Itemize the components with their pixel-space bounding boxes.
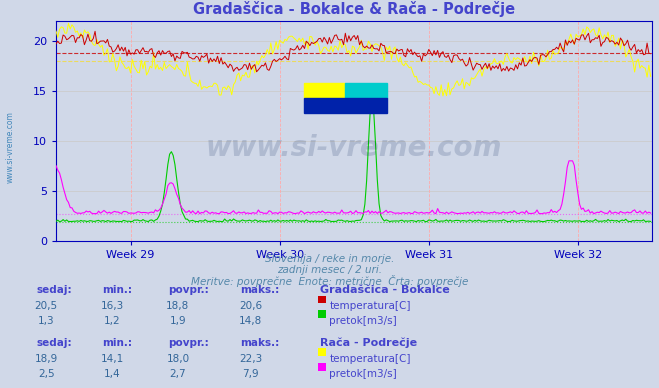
Text: 2,7: 2,7	[169, 369, 186, 379]
Text: 18,0: 18,0	[166, 354, 190, 364]
Text: sedaj:: sedaj:	[36, 285, 72, 295]
Text: 16,3: 16,3	[100, 301, 124, 312]
Text: 20,6: 20,6	[239, 301, 262, 312]
Text: min.:: min.:	[102, 285, 132, 295]
Text: temperatura[C]: temperatura[C]	[330, 301, 411, 312]
Bar	[304, 98, 387, 113]
Text: 7,9: 7,9	[242, 369, 259, 379]
Bar	[345, 83, 387, 98]
Text: pretok[m3/s]: pretok[m3/s]	[330, 316, 397, 326]
Text: Gradaščica - Bokalce: Gradaščica - Bokalce	[320, 285, 449, 295]
Bar	[304, 83, 345, 98]
Text: 1,9: 1,9	[169, 316, 186, 326]
Text: 18,9: 18,9	[34, 354, 58, 364]
Text: 22,3: 22,3	[239, 354, 262, 364]
Text: 14,8: 14,8	[239, 316, 262, 326]
Text: povpr.:: povpr.:	[168, 285, 209, 295]
Text: 1,2: 1,2	[103, 316, 121, 326]
Text: maks.:: maks.:	[241, 285, 280, 295]
Text: 2,5: 2,5	[38, 369, 55, 379]
Text: www.si-vreme.com: www.si-vreme.com	[206, 135, 502, 163]
Text: min.:: min.:	[102, 338, 132, 348]
Text: Rača - Podrečje: Rača - Podrečje	[320, 338, 416, 348]
Text: pretok[m3/s]: pretok[m3/s]	[330, 369, 397, 379]
Text: zadnji mesec / 2 uri.: zadnji mesec / 2 uri.	[277, 265, 382, 275]
Text: www.si-vreme.com: www.si-vreme.com	[5, 111, 14, 184]
Text: sedaj:: sedaj:	[36, 338, 72, 348]
Text: Meritve: povprečne  Enote: metrične  Črta: povprečje: Meritve: povprečne Enote: metrične Črta:…	[191, 275, 468, 287]
Text: maks.:: maks.:	[241, 338, 280, 348]
Text: 1,3: 1,3	[38, 316, 55, 326]
Text: temperatura[C]: temperatura[C]	[330, 354, 411, 364]
Text: Slovenija / reke in morje.: Slovenija / reke in morje.	[265, 254, 394, 264]
Text: povpr.:: povpr.:	[168, 338, 209, 348]
Title: Gradaščica - Bokalce & Rača - Podrečje: Gradaščica - Bokalce & Rača - Podrečje	[193, 2, 515, 17]
Text: 1,4: 1,4	[103, 369, 121, 379]
Text: 18,8: 18,8	[166, 301, 190, 312]
Text: 14,1: 14,1	[100, 354, 124, 364]
Text: 20,5: 20,5	[34, 301, 58, 312]
